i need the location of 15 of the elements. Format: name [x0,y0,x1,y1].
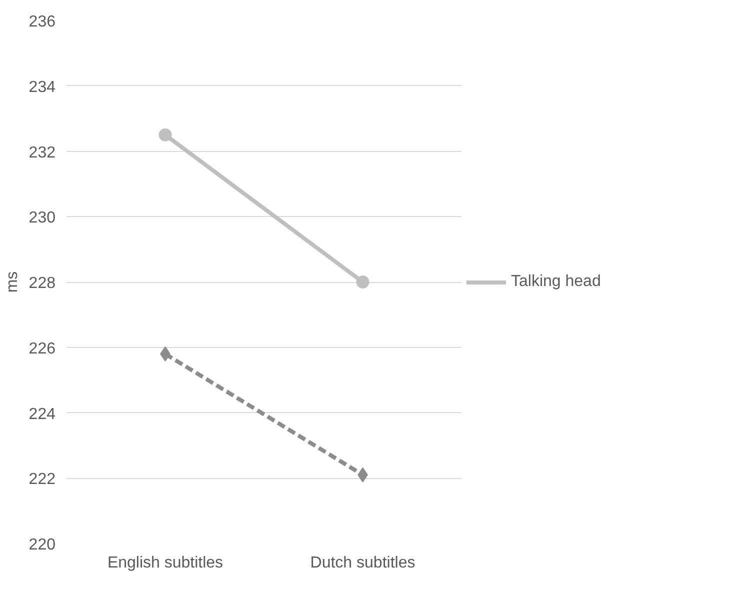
y-tick-label: 236 [28,14,56,30]
x-tick-label: English subtitles [107,554,224,572]
y-tick-label: 228 [28,275,56,292]
point [158,128,172,142]
legend-label: Talking head [511,272,601,290]
y-tick-label: 226 [28,340,56,358]
y-tick-label: 234 [28,78,56,96]
point [356,276,370,288]
y-tick-label: 230 [28,210,56,227]
x-tick-label: Dutch subtitles [310,554,416,572]
y-tick-label: 220 [28,536,56,554]
y-tick-label: 222 [28,471,56,488]
y-tick-label: 224 [28,406,56,423]
y-tick-label: 232 [28,144,56,162]
y-axis-title: ms [4,271,21,293]
